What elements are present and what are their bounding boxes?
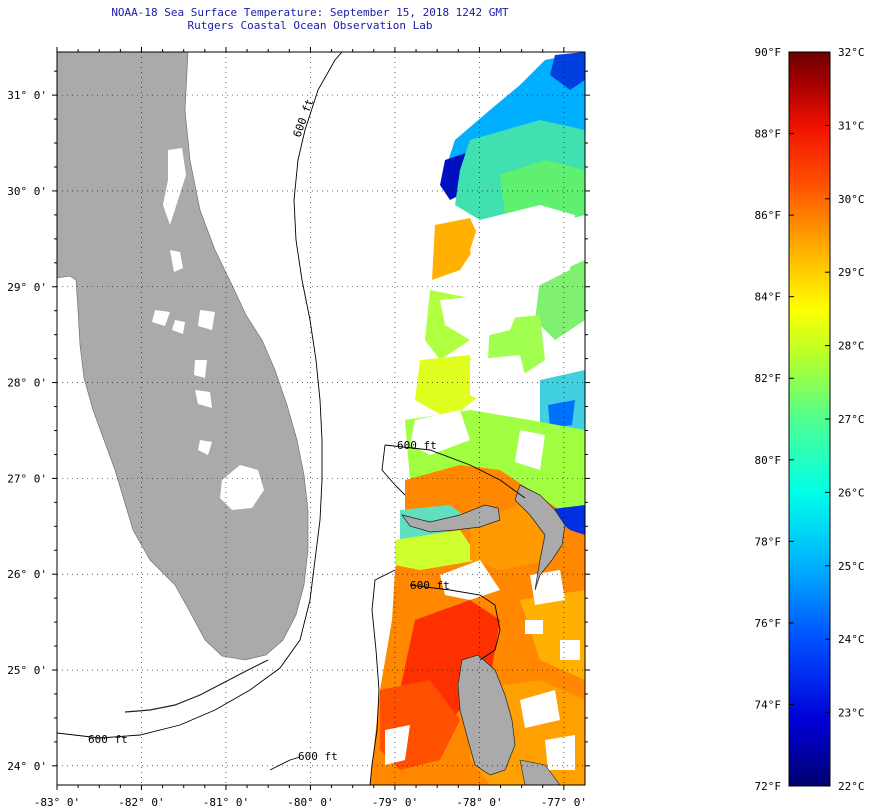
colorbar: 90°F 88°F 86°F 84°F 82°F 80°F 78°F 76°F 74°F 72°F…	[755, 46, 865, 793]
lon-label: -82° 0'	[118, 796, 164, 809]
florida-landmass	[57, 52, 309, 661]
sst-swath	[370, 52, 585, 785]
colorbar-f-label: 76°F	[755, 617, 782, 630]
colorbar-f-label: 84°F	[755, 291, 782, 304]
lon-label: -79° 0'	[372, 796, 418, 809]
lat-label: 24° 0'	[7, 760, 47, 773]
lake-okeechobee	[220, 465, 264, 510]
map-frame	[56, 51, 586, 786]
colorbar-f-label: 86°F	[755, 209, 782, 222]
colorbar-c-label: 27°C	[838, 413, 865, 426]
lon-label: -78° 0'	[456, 796, 502, 809]
map-subtitle: Rutgers Coastal Ocean Observation Lab	[187, 19, 433, 32]
contour-label: 600 ft	[291, 97, 317, 139]
florida-keys	[124, 659, 269, 713]
lon-label: -77° 0'	[541, 796, 587, 809]
contour-labels: 600 ft 600 ft 600 ft 600 ft 600 ft	[88, 97, 450, 763]
contour-label: 600 ft	[88, 733, 128, 746]
map-area: 600 ft 600 ft 600 ft 600 ft 600 ft	[57, 52, 585, 785]
lon-label: -81° 0'	[203, 796, 249, 809]
colorbar-f-label: 72°F	[755, 780, 782, 793]
lat-label: 28° 0'	[7, 377, 47, 390]
lat-label: 25° 0'	[7, 664, 47, 677]
colorbar-celsius-labels: 32°C 31°C 30°C 29°C 28°C 27°C 26°C 25°C 24°C 23°C…	[838, 46, 865, 793]
colorbar-f-label: 90°F	[755, 46, 782, 59]
colorbar-c-label: 22°C	[838, 780, 865, 793]
contour-label: 600 ft	[410, 579, 450, 592]
map-title: NOAA-18 Sea Surface Temperature: Septemb…	[111, 6, 509, 19]
colorbar-c-label: 23°C	[838, 707, 865, 720]
colorbar-fahrenheit-labels: 90°F 88°F 86°F 84°F 82°F 80°F 78°F 76°F 74°F 72°F	[755, 46, 782, 793]
lat-label: 30° 0'	[7, 185, 47, 198]
abaco	[514, 484, 566, 591]
longitude-labels: -83° 0' -82° 0' -81° 0' -80° 0' -79° 0' -78° …	[34, 796, 587, 809]
lat-label: 31° 0'	[7, 89, 47, 102]
contour-label: 600 ft	[397, 439, 437, 452]
lon-label: -80° 0'	[287, 796, 333, 809]
colorbar-c-label: 26°C	[838, 486, 865, 499]
colorbar-f-label: 88°F	[755, 128, 782, 141]
graticule	[57, 52, 585, 785]
colorbar-c-label: 32°C	[838, 46, 865, 59]
colorbar-f-label: 78°F	[755, 535, 782, 548]
grand-bahama	[401, 504, 501, 533]
axis-ticks	[52, 47, 590, 790]
colorbar-c-label: 30°C	[838, 193, 865, 206]
colorbar-c-label: 28°C	[838, 340, 865, 353]
colorbar-c-label: 24°C	[838, 633, 865, 646]
colorbar-f-label: 74°F	[755, 698, 782, 711]
colorbar-f-label: 82°F	[755, 372, 782, 385]
latitude-labels: 31° 0' 30° 0' 29° 0' 28° 0' 27° 0' 26° 0' 25° …	[7, 89, 47, 773]
lat-label: 26° 0'	[7, 568, 47, 581]
colorbar-f-label: 80°F	[755, 454, 782, 467]
colorbar-gradient	[788, 51, 831, 787]
lat-label: 29° 0'	[7, 281, 47, 294]
colorbar-c-label: 29°C	[838, 266, 865, 279]
andros	[457, 654, 516, 776]
colorbar-ticks	[789, 51, 830, 787]
colorbar-c-label: 31°C	[838, 119, 865, 132]
colorbar-c-label: 25°C	[838, 560, 865, 573]
lat-label: 27° 0'	[7, 472, 47, 485]
lon-label: -83° 0'	[34, 796, 80, 809]
contour-label: 600 ft	[298, 750, 338, 763]
